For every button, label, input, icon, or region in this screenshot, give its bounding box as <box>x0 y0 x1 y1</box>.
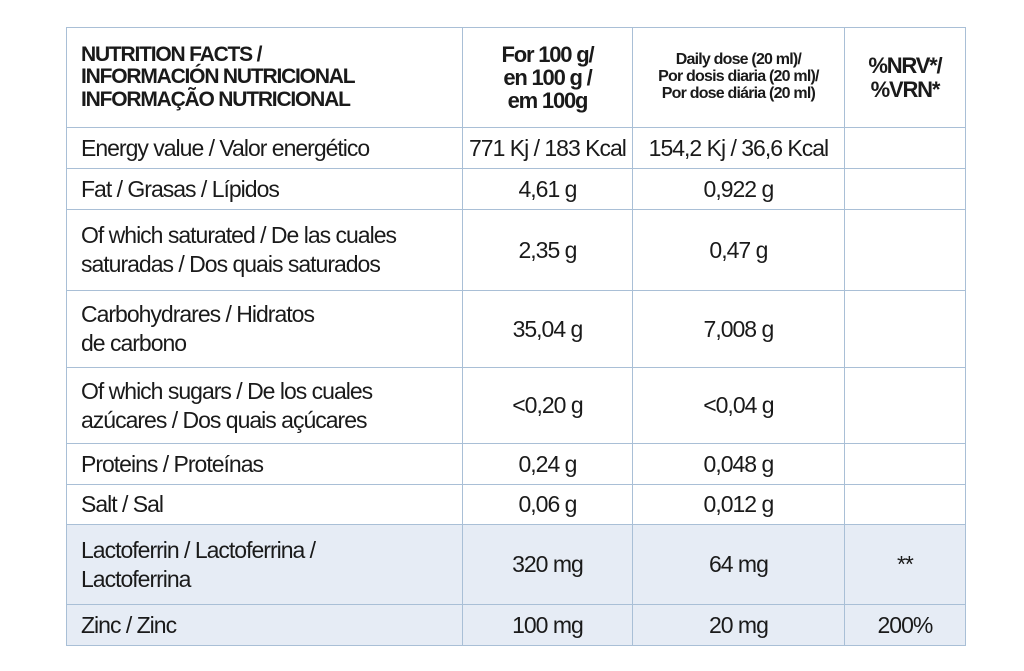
nutrient-cell: Salt / Sal <box>66 484 463 525</box>
per100g-value: 0,24 g <box>518 450 577 477</box>
daily-value: 7,008 g <box>703 315 775 342</box>
daily-cell: 20 mg <box>631 604 845 646</box>
nrv-value: ** <box>896 551 914 578</box>
table-row: Of which sugars / De los cuales azúcares … <box>66 367 966 444</box>
header-line: %NRV*/ <box>868 53 942 79</box>
daily-value: 0,012 g <box>703 491 775 518</box>
per100g-cell: 0,24 g <box>462 443 633 485</box>
nrv-value: 200% <box>877 611 933 638</box>
header-line: NUTRITION FACTS / <box>81 43 262 67</box>
nutrient-line: Fat / Grasas / Lípidos <box>81 175 280 202</box>
header-cell: %NRV*/%VRN* <box>843 27 966 128</box>
daily-cell: 0,922 g <box>631 168 845 210</box>
header-line: %VRN* <box>870 76 941 102</box>
per100g-value: 320 mg <box>512 551 584 578</box>
nutrient-cell: Carbohydrares / Hidratos de carbono <box>66 290 463 368</box>
header-line: en 100 g / <box>503 64 592 90</box>
header-line: Por dosis diaria (20 ml)/ <box>658 68 819 86</box>
per100g-cell: 0,06 g <box>462 484 633 525</box>
header-line: INFORMACIÓN NUTRICIONAL <box>81 65 356 89</box>
header-cell: For 100 g/en 100 g / em 100g <box>462 27 633 128</box>
nrv-cell <box>843 443 966 485</box>
per100g-cell: 4,61 g <box>462 168 633 210</box>
per100g-value: 35,04 g <box>512 315 584 342</box>
per100g-value: 2,35 g <box>518 236 577 263</box>
daily-value: 0,47 g <box>709 236 768 263</box>
nrv-cell <box>843 127 966 169</box>
header-line: INFORMAÇÃO NUTRICIONAL <box>81 87 351 111</box>
header-line: Por dose diária (20 ml) <box>661 84 816 102</box>
header-line: For 100 g/ <box>501 41 594 67</box>
nutrient-line: saturadas / Dos quais saturados <box>81 251 381 277</box>
table-row: Carbohydrares / Hidratos de carbono 35,04 … <box>66 290 966 368</box>
daily-cell: 0,47 g <box>631 209 845 291</box>
header-cell: NUTRITION FACTS / INFORMACIÓN NUTRICIONAL… <box>66 27 463 128</box>
nutrient-cell: Proteins / Proteínas <box>66 443 463 485</box>
daily-value: 154,2 Kj / 36,6 Kcal <box>648 134 829 161</box>
nrv-cell <box>843 484 966 525</box>
nutrient-line: Of which sugars / De los cuales <box>81 377 373 404</box>
table-row: Lactoferrin / Lactoferrina / Lactoferrina… <box>66 524 966 605</box>
nutrient-line: azúcares / Dos quais açúcares <box>81 406 368 433</box>
daily-cell: 7,008 g <box>631 290 845 368</box>
nutrient-line: Salt / Sal <box>81 491 164 518</box>
table-row: Fat / Grasas / Lípidos 4,61 g 0,922 g <box>66 168 966 210</box>
per100g-cell: <0,20 g <box>462 367 633 444</box>
daily-value: 0,922 g <box>703 175 775 202</box>
nrv-cell <box>843 367 966 444</box>
nutrient-line: Energy value / Valor energético <box>81 134 370 161</box>
table-row: Energy value / Valor energético 771 Kj / … <box>66 127 966 169</box>
per100g-cell: 100 mg <box>462 604 633 646</box>
nutrient-line: Of which saturated / De las cuales <box>81 222 397 249</box>
nutrient-cell: Of which sugars / De los cuales azúcares … <box>66 367 463 444</box>
nutrient-line: Lactoferrin / Lactoferrina / <box>81 536 316 563</box>
table-row: Of which saturated / De las cuales satura… <box>66 209 966 291</box>
daily-cell: 0,048 g <box>631 443 845 485</box>
nrv-cell <box>843 168 966 210</box>
daily-cell: 0,012 g <box>631 484 845 525</box>
daily-cell: <0,04 g <box>631 367 845 444</box>
per100g-cell: 771 Kj / 183 Kcal <box>462 127 633 169</box>
nutrient-cell: Lactoferrin / Lactoferrina / Lactoferrina <box>66 524 463 605</box>
table-row: Salt / Sal 0,06 g 0,012 g <box>66 484 966 525</box>
per100g-value: 100 mg <box>512 611 584 638</box>
nrv-cell: ** <box>843 524 966 605</box>
per100g-cell: 35,04 g <box>462 290 633 368</box>
daily-cell: 154,2 Kj / 36,6 Kcal <box>631 127 845 169</box>
per100g-value: 771 Kj / 183 Kcal <box>469 134 627 161</box>
nutrient-cell: Energy value / Valor energético <box>66 127 463 169</box>
table-row: Zinc / Zinc 100 mg 20 mg 200% <box>66 604 966 646</box>
per100g-value: <0,20 g <box>512 392 583 419</box>
per100g-cell: 320 mg <box>462 524 633 605</box>
table-row: Proteins / Proteínas 0,24 g 0,048 g <box>66 443 966 485</box>
daily-value: 20 mg <box>708 611 769 638</box>
per100g-cell: 2,35 g <box>462 209 633 291</box>
header-cell: Daily dose (20 ml)/Por dosis diaria (20 … <box>631 27 845 128</box>
daily-value: 64 mg <box>708 551 769 578</box>
daily-value: <0,04 g <box>703 392 774 419</box>
nutrient-cell: Of which saturated / De las cuales satura… <box>66 209 463 291</box>
nutrient-cell: Zinc / Zinc <box>66 604 463 646</box>
nrv-cell: 200% <box>843 604 966 646</box>
nutrient-line: Proteins / Proteínas <box>81 450 264 477</box>
nutrient-line: Zinc / Zinc <box>81 611 177 638</box>
daily-cell: 64 mg <box>631 524 845 605</box>
per100g-value: 0,06 g <box>518 491 577 518</box>
nutrient-line: Carbohydrares / Hidratos <box>81 301 315 328</box>
nutrient-cell: Fat / Grasas / Lípidos <box>66 168 463 210</box>
nutrient-line: Lactoferrina <box>81 565 191 592</box>
nrv-cell <box>843 290 966 368</box>
header-row: NUTRITION FACTS / INFORMACIÓN NUTRICIONAL… <box>66 27 966 128</box>
per100g-value: 4,61 g <box>518 175 577 202</box>
header-line: em 100g <box>507 88 589 114</box>
nutrition-table: NUTRITION FACTS / INFORMACIÓN NUTRICIONAL… <box>66 27 966 646</box>
nutrient-line: de carbono <box>81 330 187 356</box>
nrv-cell <box>843 209 966 291</box>
daily-value: 0,048 g <box>703 450 775 477</box>
header-line: Daily dose (20 ml)/ <box>675 51 802 69</box>
